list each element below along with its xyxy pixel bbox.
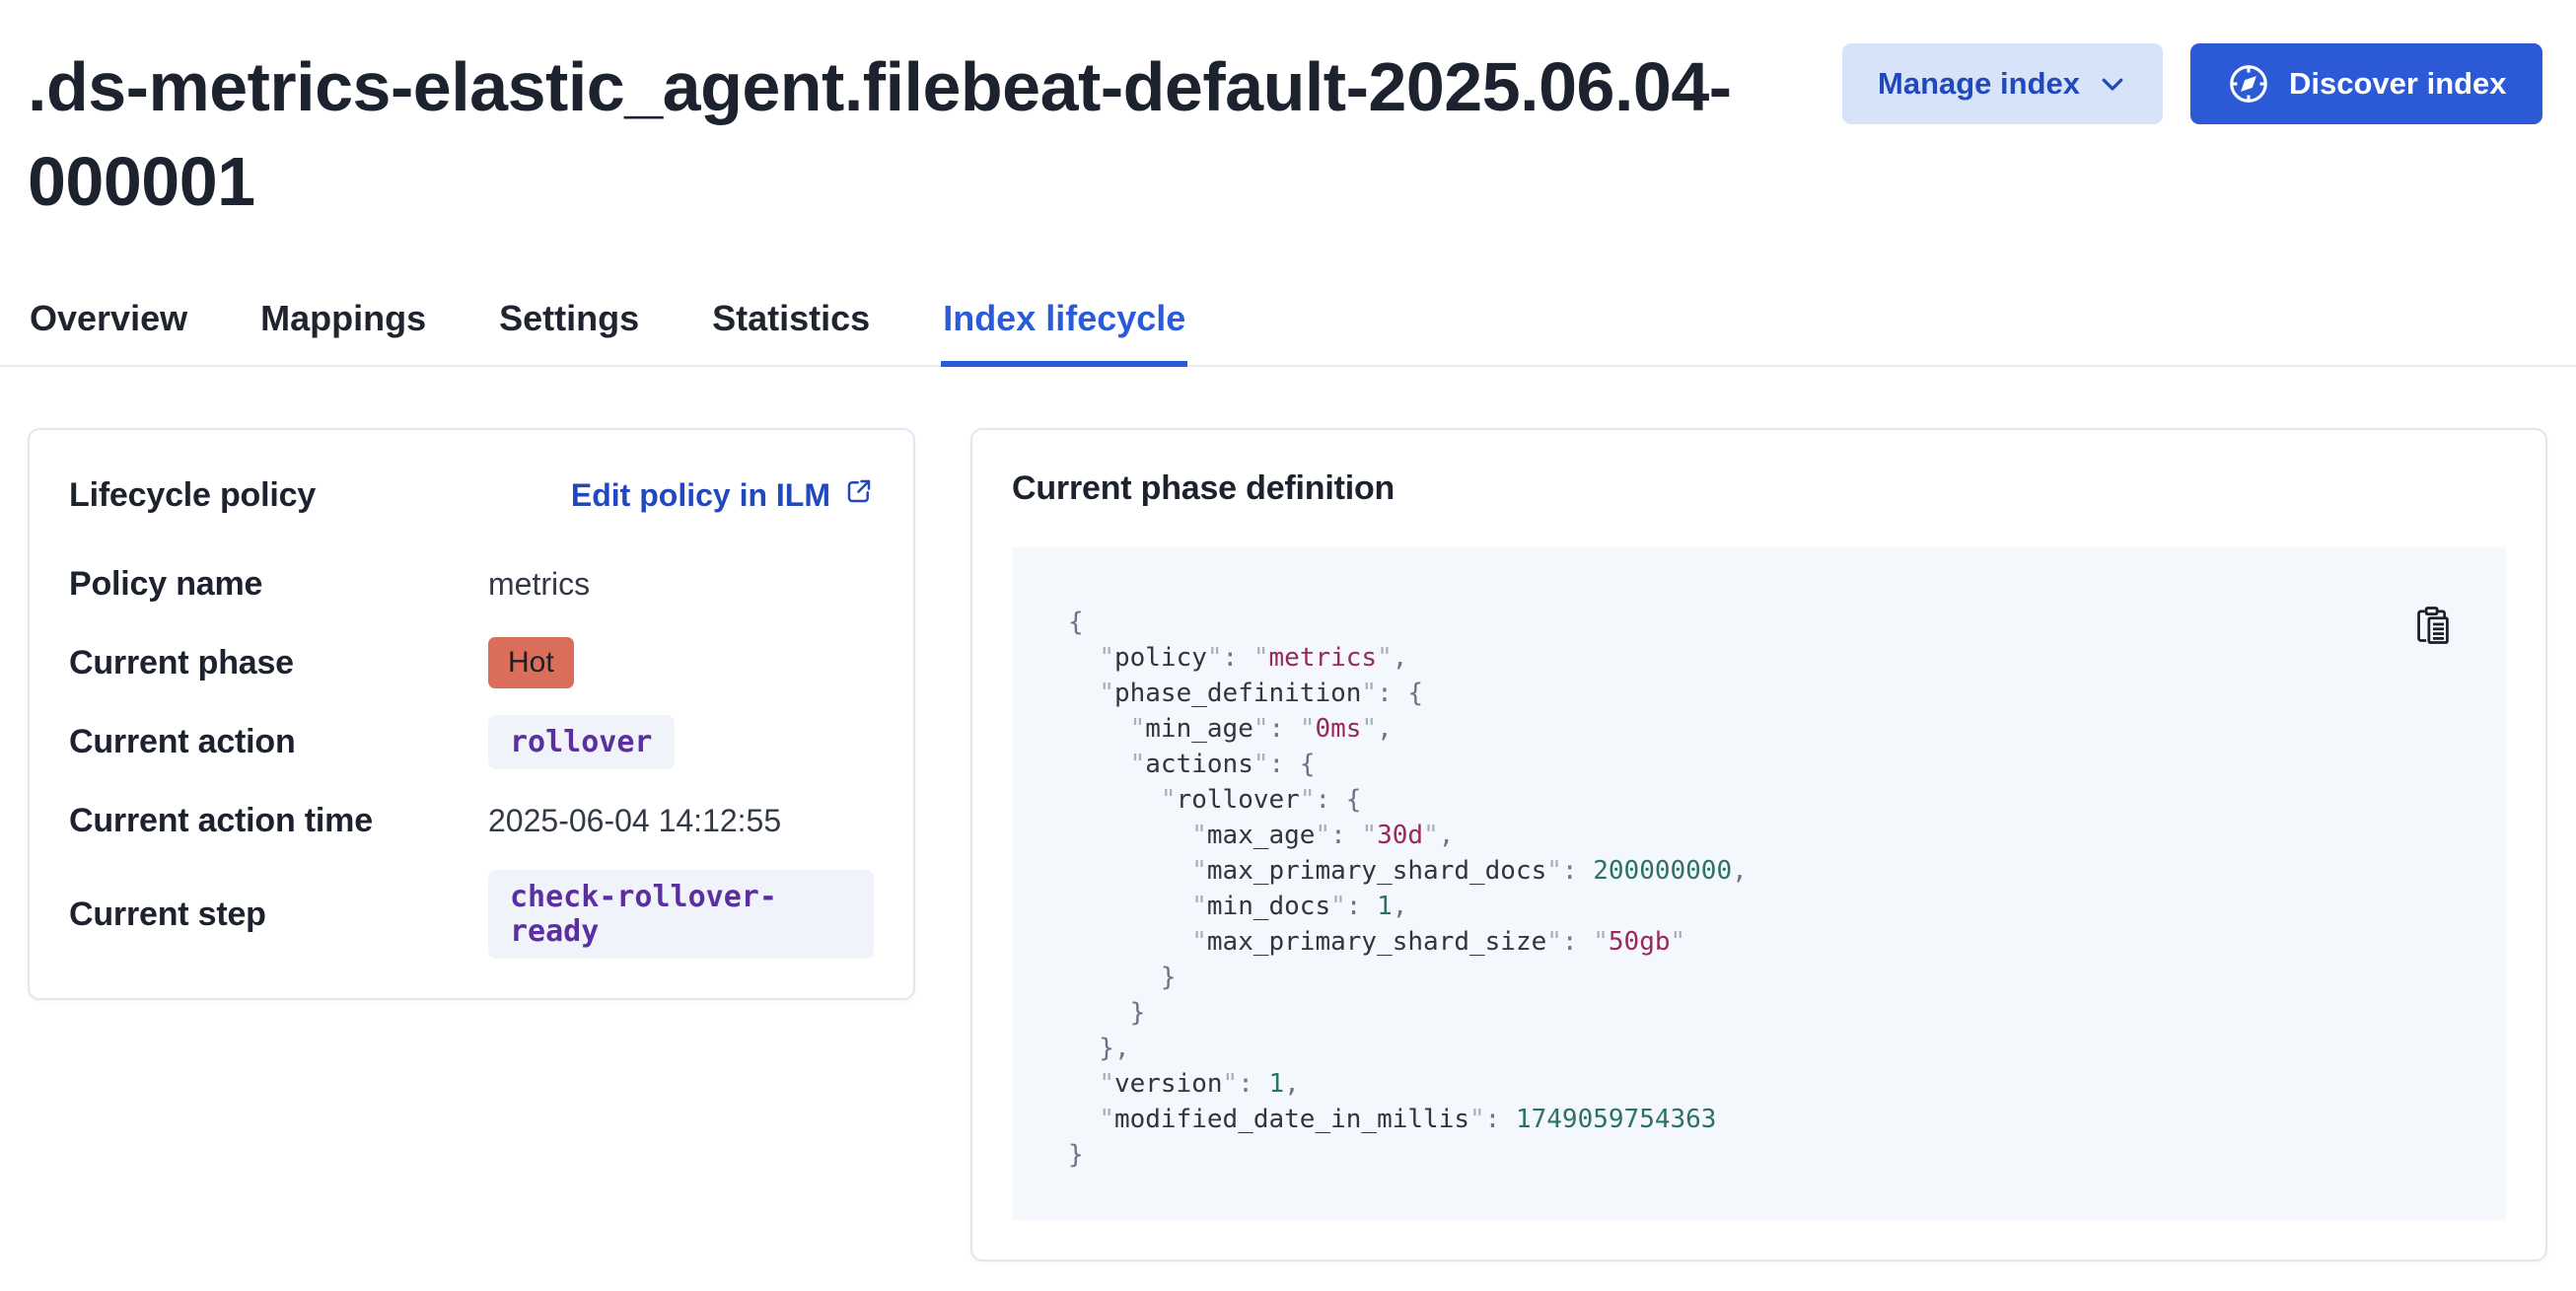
code-line: "modified_date_in_millis": 1749059754363 [1099,1105,1717,1134]
lifecycle-policy-header: Lifecycle policy Edit policy in ILM [69,469,874,521]
tab-settings[interactable]: Settings [499,298,640,338]
code-line: "actions": { [1129,750,1316,779]
edit-policy-in-ilm-link[interactable]: Edit policy in ILM [571,476,874,514]
clipboard-icon [2411,607,2455,653]
current-phase-label: Current phase [69,643,294,681]
code-line: "phase_definition": { [1099,679,1424,708]
code-line: } [1068,1140,1084,1170]
tab-mappings[interactable]: Mappings [260,298,427,338]
external-link-icon [844,476,874,514]
current-phase-row: Current phase Hot [69,633,874,692]
current-step-label: Current step [69,895,266,933]
discover-index-label: Discover index [2289,66,2507,101]
policy-name-row: Policy name metrics [69,554,874,613]
page-title: .ds-metrics-elastic_agent.filebeat-defau… [28,48,1732,220]
current-phase-definition-panel: Current phase definition { "poli [970,428,2547,1261]
code-line: "policy": "metrics", [1099,643,1408,673]
lifecycle-policy-rows: Policy name metrics Current phase Hot Cu… [69,554,874,959]
current-action-label: Current action [69,722,296,760]
copy-button[interactable] [2411,603,2455,650]
code-line: "min_docs": 1, [1191,892,1408,921]
code-line: "max_primary_shard_size": "50gb" [1191,927,1686,957]
current-step-badge: check-rollover-ready [488,870,874,959]
current-action-badge: rollover [488,714,675,769]
tab-bar: Overview Mappings Settings Statistics Index … [0,292,2576,367]
tab-overview[interactable]: Overview [30,298,188,338]
code-line: "max_age": "30d", [1191,821,1455,850]
code-line: } [1068,998,1146,1028]
compass-icon [2226,61,2271,107]
policy-name-label: Policy name [69,564,263,603]
manage-index-label: Manage index [1878,66,2080,101]
code-line: "min_age": "0ms", [1129,714,1393,744]
tab-statistics[interactable]: Statistics [712,298,871,338]
current-step-row: Current step check-rollover-ready [69,870,874,959]
tab-index-lifecycle[interactable]: Index lifecycle [941,292,1188,367]
code-line: }, [1068,1034,1130,1063]
policy-name-value: metrics [488,565,591,602]
code-line: { [1068,608,1084,637]
header-actions: Manage index Discover index [1842,43,2542,124]
current-action-time-label: Current action time [69,801,373,839]
lifecycle-policy-panel: Lifecycle policy Edit policy in ILM Poli… [28,428,915,1000]
code-line: "rollover": { [1160,785,1362,815]
chevron-down-icon [2098,69,2127,99]
current-action-time-row: Current action time 2025-06-04 14:12:55 [69,791,874,850]
discover-index-button[interactable]: Discover index [2190,43,2542,124]
code-line: "max_primary_shard_docs": 200000000, [1191,856,1748,886]
content-area: Lifecycle policy Edit policy in ILM Poli… [0,367,2576,1291]
current-action-row: Current action rollover [69,712,874,771]
code-line: } [1068,963,1177,992]
lifecycle-policy-title: Lifecycle policy [69,475,317,514]
manage-index-button[interactable]: Manage index [1842,43,2163,124]
phase-definition-code-block: { "policy": "metrics", "phase_definition… [1012,547,2506,1220]
code-line: "version": 1, [1099,1069,1300,1099]
page-header: .ds-metrics-elastic_agent.filebeat-defau… [0,0,2576,229]
edit-policy-link-label: Edit policy in ILM [570,476,830,513]
current-phase-definition-title: Current phase definition [1012,469,1395,507]
current-action-time-value: 2025-06-04 14:12:55 [488,802,782,838]
hot-phase-badge: Hot [488,637,574,688]
